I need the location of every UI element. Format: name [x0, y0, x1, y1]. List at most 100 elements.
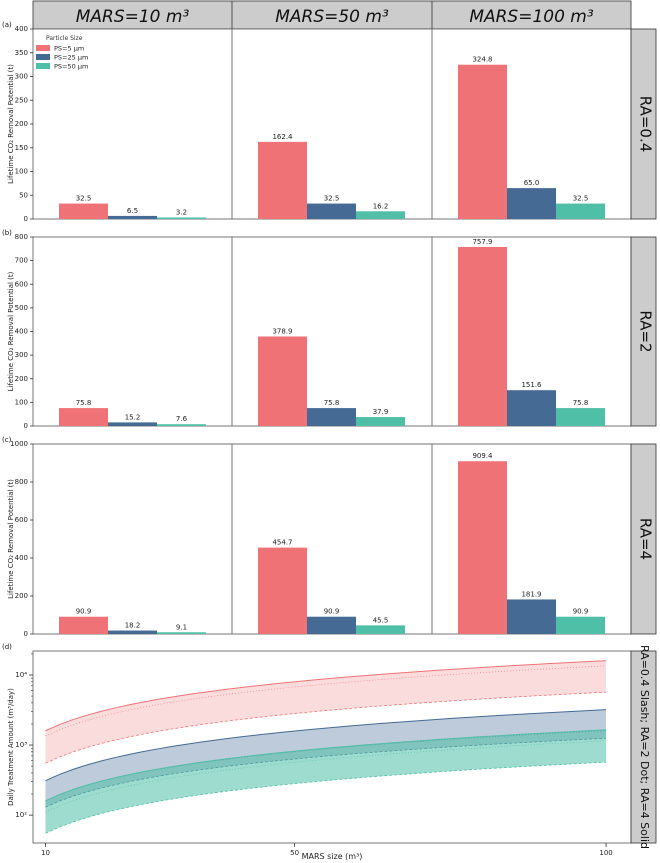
data-label: 909.4	[472, 452, 493, 460]
row-header-4: RA=0.4 Slash; RA=2 Dot; RA=4 Solid	[638, 645, 651, 849]
data-label: 32.5	[573, 195, 589, 203]
bar-ps-50-m	[157, 424, 206, 426]
bar-ps-5-m	[59, 203, 108, 219]
bar-ps-5-m	[458, 64, 507, 219]
band-ps-5-m	[45, 660, 607, 764]
bar-ps-25-m	[307, 616, 356, 634]
bar-ps-25-m	[507, 188, 556, 219]
bar-ps-50-m	[356, 417, 405, 426]
y-tick-label: 350	[15, 49, 28, 57]
column-header-strip	[32, 0, 632, 30]
bar-ps-25-m	[307, 408, 356, 426]
y-axis-label: Lifetime CO₂ Removal Potential (t)	[7, 271, 15, 391]
data-label: 6.5	[127, 207, 138, 215]
y-tick-label: 10²	[15, 811, 27, 819]
y-axis-label: Lifetime CO₂ Removal Potential (t)	[7, 64, 15, 184]
data-label: 162.4	[272, 133, 293, 141]
bar-ps-5-m	[59, 408, 108, 426]
data-label: 75.8	[324, 399, 340, 407]
data-label: 90.9	[324, 608, 340, 616]
bar-ps-50-m	[356, 211, 405, 219]
y-tick-label: 150	[15, 144, 28, 152]
y-tick-label: 200	[15, 592, 28, 600]
band-upper-line	[45, 660, 607, 732]
bar-ps-50-m	[556, 616, 605, 634]
legend-swatch	[36, 63, 50, 69]
bar-ps-5-m	[258, 336, 307, 426]
y-tick-label: 200	[15, 120, 28, 128]
data-label: 454.7	[272, 539, 292, 547]
data-label: 75.8	[573, 399, 589, 407]
y-tick-label: 100	[15, 398, 28, 406]
data-label: 32.5	[324, 195, 340, 203]
y-tick-label: 800	[15, 233, 28, 241]
row-header-strip	[630, 650, 657, 844]
y-tick-label: 250	[15, 96, 28, 104]
y-tick-label: 300	[15, 351, 28, 359]
band-ps-50-m	[45, 729, 607, 834]
y-tick-label: 0	[24, 422, 28, 430]
y-tick-label: 0	[24, 630, 28, 638]
y-tick-label: 400	[15, 25, 28, 33]
data-label: 32.5	[76, 195, 92, 203]
bar-ps-5-m	[458, 246, 507, 426]
bar-panel-frame	[32, 28, 632, 220]
data-label: 18.2	[125, 622, 141, 630]
panel-label: (a)	[2, 21, 12, 29]
data-label: 3.2	[176, 208, 187, 216]
x-axis-label: MARS size (m³)	[302, 852, 363, 861]
row-header-1: RA=0.4	[637, 96, 655, 153]
y-tick-label: 500	[15, 304, 28, 312]
data-label: 757.9	[472, 238, 492, 246]
bar-ps-50-m	[356, 625, 405, 634]
y-axis-label: Daily Treatment Amount (m³/day)	[7, 688, 15, 806]
panel-label: (c)	[2, 436, 12, 444]
panel-label: (d)	[2, 643, 12, 651]
band-lower-line	[45, 691, 607, 764]
band-ps-25-m	[45, 709, 607, 808]
data-label: 151.6	[521, 381, 542, 389]
bar-ps-5-m	[258, 141, 307, 219]
row-header-2: RA=2	[637, 310, 655, 352]
panel-label: (b)	[2, 229, 12, 237]
bar-ps-25-m	[507, 390, 556, 426]
y-tick-label: 400	[15, 328, 28, 336]
bar-ps-25-m	[108, 630, 157, 634]
data-label: 75.8	[76, 399, 92, 407]
bar-ps-25-m	[108, 422, 157, 426]
y-tick-label: 400	[15, 554, 28, 562]
bar-ps-50-m	[157, 632, 206, 634]
band-upper-line	[45, 709, 607, 782]
x-tick-label: 10	[41, 849, 50, 857]
band-upper-line	[45, 729, 607, 802]
y-tick-label: 600	[15, 280, 28, 288]
row-header-strip	[630, 28, 657, 220]
data-label: 7.6	[176, 415, 188, 423]
data-label: 45.5	[373, 616, 389, 624]
data-label: 37.9	[373, 408, 389, 416]
row-header-strip	[630, 236, 657, 427]
legend-title: Particle Size	[46, 35, 83, 42]
y-tick-label: 0	[24, 215, 28, 223]
y-tick-label: 100	[15, 168, 28, 176]
data-label: 9.1	[176, 623, 187, 631]
y-tick-label: 1000	[10, 440, 28, 448]
band-lower-line	[45, 761, 607, 834]
y-tick-label: 200	[15, 375, 28, 383]
bar-ps-5-m	[258, 547, 307, 634]
bar-ps-50-m	[157, 217, 206, 219]
bar-ps-5-m	[59, 616, 108, 634]
data-label: 90.9	[76, 608, 92, 616]
bar-ps-50-m	[556, 408, 605, 426]
bar-ps-5-m	[458, 461, 507, 634]
bar-ps-50-m	[556, 203, 605, 219]
bar-ps-25-m	[108, 215, 157, 219]
data-label: 181.9	[521, 590, 541, 598]
y-tick-label: 300	[15, 73, 28, 81]
legend-label: PS=25 µm	[54, 54, 88, 62]
row-header-strip	[630, 443, 657, 635]
data-label: 90.9	[573, 608, 589, 616]
column-header-1: MARS=10 m³	[76, 7, 190, 27]
row-header-3: RA=4	[637, 518, 655, 560]
